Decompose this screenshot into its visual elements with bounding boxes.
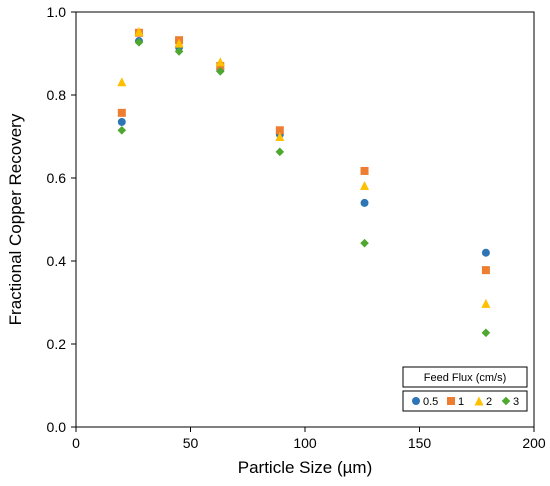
legend-marker-circle (412, 397, 420, 405)
x-tick-label: 150 (408, 435, 432, 451)
data-point-triangle (481, 298, 491, 308)
legend-title: Feed Flux (cm/s) (424, 372, 507, 384)
plot-area (75, 11, 535, 428)
data-point-diamond (117, 125, 127, 135)
tick-marks (71, 11, 535, 432)
legend-label: 1 (458, 396, 464, 408)
x-axis-title: Particle Size (µm) (238, 458, 372, 477)
x-tick-label: 50 (183, 435, 199, 451)
legend-entries: 0.5 1 2 3 (412, 396, 519, 408)
data-point-diamond (174, 47, 184, 56)
data-point-square (275, 126, 284, 135)
x-tick-label: 100 (293, 435, 317, 451)
data-points (117, 27, 491, 338)
legend-marker-diamond (501, 396, 511, 406)
data-point-triangle (275, 132, 285, 141)
data-point-diamond (275, 147, 285, 157)
legend-title-box (402, 366, 528, 388)
data-point-diamond (481, 328, 491, 338)
y-tick-label: 0.0 (47, 419, 67, 435)
data-point-diamond (215, 67, 225, 76)
data-point-diamond (134, 37, 144, 47)
legend: Feed Flux (cm/s) 0.5 1 2 3 (402, 366, 528, 412)
data-point-triangle (117, 77, 127, 87)
data-point-triangle (174, 38, 184, 48)
x-tick-labels: 0 50 100 150 200 (72, 435, 546, 451)
data-point-triangle (134, 27, 144, 37)
y-tick-label: 0.2 (47, 336, 67, 352)
y-tick-labels: 0.0 0.2 0.4 0.6 0.8 1.0 (47, 4, 67, 435)
y-tick-label: 1.0 (47, 4, 67, 20)
data-point-circle (117, 117, 126, 126)
data-point-diamond (360, 238, 369, 248)
data-point-square (360, 166, 369, 175)
y-tick-label: 0.6 (47, 170, 67, 186)
series-0-5 (117, 37, 490, 257)
data-point-square (117, 108, 126, 117)
y-tick-label: 0.4 (47, 253, 67, 269)
data-point-square (481, 266, 490, 275)
series-2 (117, 27, 491, 308)
series-1 (117, 28, 490, 275)
legend-label: 0.5 (423, 396, 438, 408)
legend-marker-triangle (474, 396, 484, 406)
legend-label: 3 (513, 396, 519, 408)
data-point-circle (360, 198, 369, 207)
y-tick-label: 0.8 (47, 87, 67, 103)
data-point-circle (481, 248, 490, 257)
data-point-triangle (360, 180, 370, 190)
series-3 (117, 37, 491, 338)
y-axis-title: Fractional Copper Recovery (6, 113, 25, 325)
x-tick-label: 0 (72, 435, 80, 451)
legend-entries-box (402, 390, 528, 412)
legend-label: 2 (486, 396, 492, 408)
legend-marker-square (447, 397, 455, 405)
x-tick-label: 200 (522, 435, 546, 451)
data-point-triangle (215, 57, 225, 67)
